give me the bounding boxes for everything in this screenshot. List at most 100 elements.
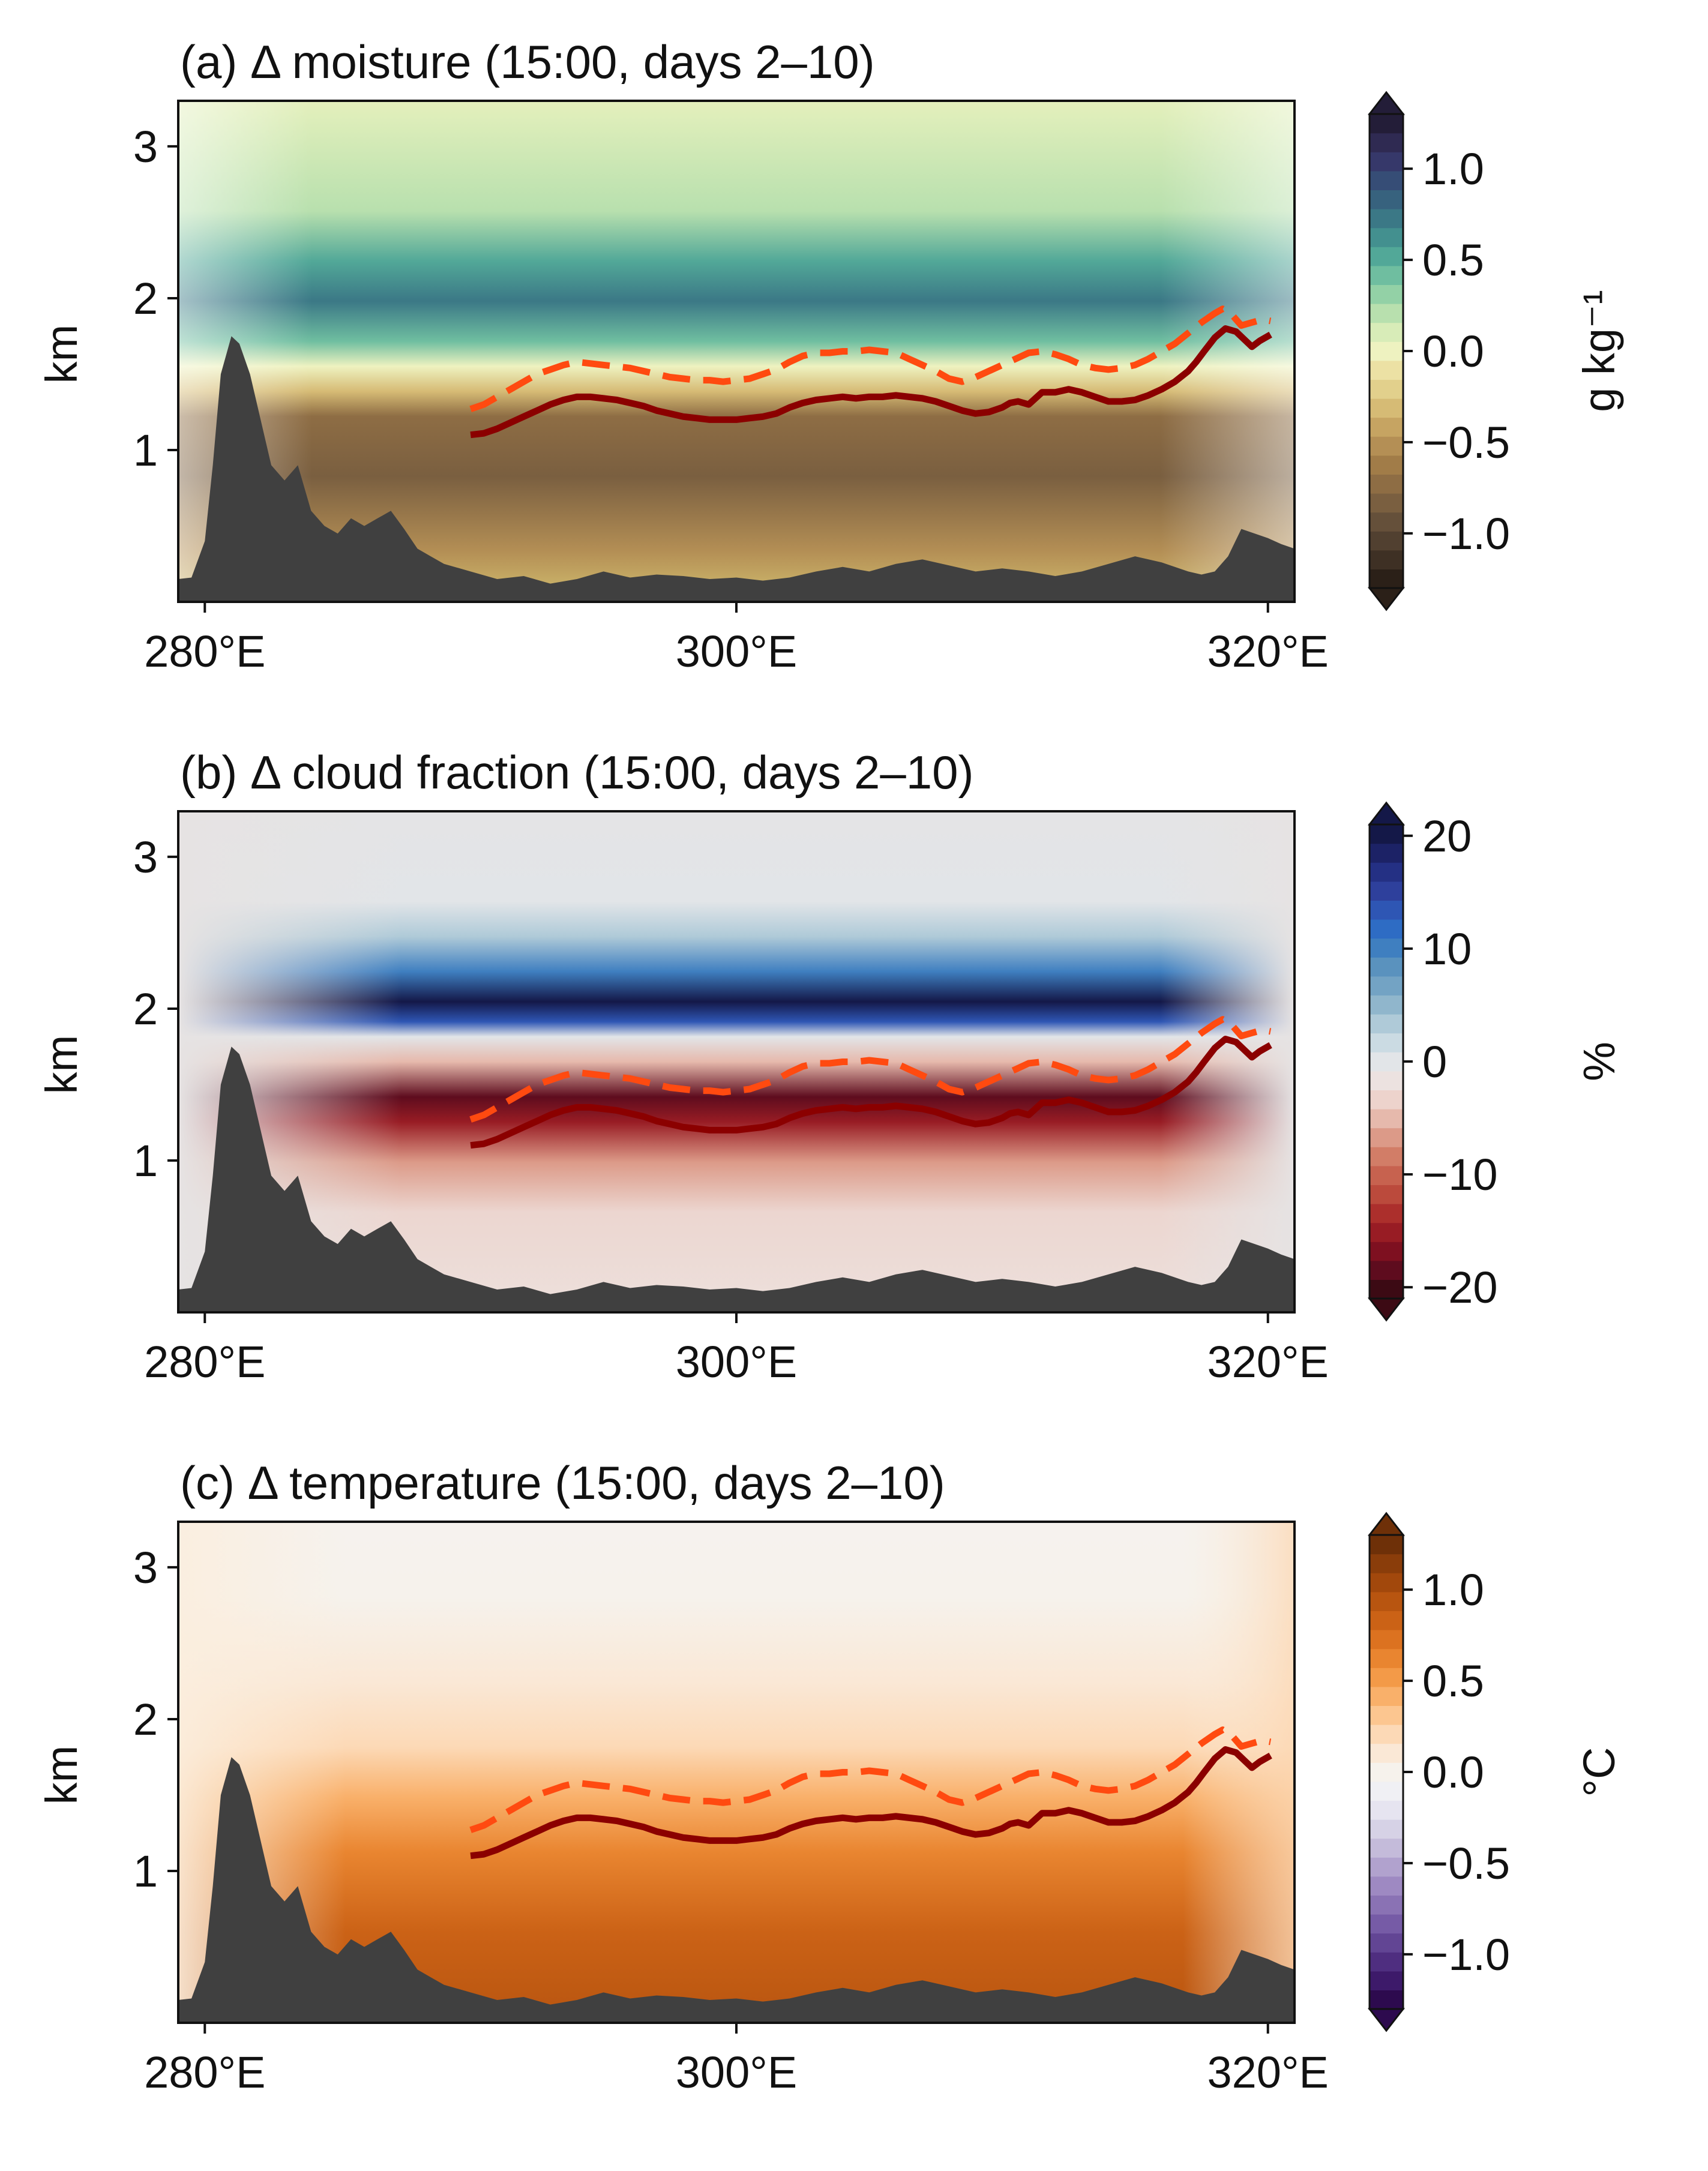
colorbar-tick-label: 0.5 (1422, 235, 1484, 285)
colorbar-swatch (1370, 247, 1403, 266)
colorbar-swatch (1370, 1668, 1403, 1687)
panel-temperature: (c) Δ temperature (15:00, days 2–10) 280… (37, 1456, 1624, 2097)
cloud-field-edge (178, 811, 1295, 1312)
colorbar-tick-label: −20 (1422, 1263, 1498, 1312)
colorbar-swatch (1370, 938, 1403, 958)
colorbar-swatch (1370, 1165, 1403, 1185)
panel-b-title: (b) Δ cloud fraction (15:00, days 2–10) (180, 746, 974, 799)
colorbar-swatch (1370, 227, 1403, 247)
y-axis: 1 2 3 (133, 832, 178, 1186)
y-tick-label: 1 (133, 1136, 158, 1186)
colorbar-swatch (1370, 512, 1403, 532)
colorbar-swatch (1370, 417, 1403, 437)
colorbar-swatch (1370, 1052, 1403, 1072)
colorbar-swatch (1370, 1128, 1403, 1147)
colorbar-swatch (1370, 304, 1403, 323)
colorbar-tick-label: −10 (1422, 1150, 1498, 1200)
colorbar-swatch (1370, 455, 1403, 475)
colorbar-swatch (1370, 1686, 1403, 1706)
colorbar-swatch (1370, 1554, 1403, 1573)
colorbar-tick-label: −1.0 (1422, 1930, 1510, 1980)
x-tick-label: 300°E (676, 626, 797, 676)
colorbar-swatch (1370, 436, 1403, 456)
colorbar-swatch (1370, 152, 1403, 172)
colorbar-swatch (1370, 341, 1403, 361)
colorbar-swatch (1370, 322, 1403, 342)
y-axis: 1 2 3 (133, 1543, 178, 1896)
colorbar-swatch (1370, 1838, 1403, 1858)
colorbar-swatch (1370, 1914, 1403, 1934)
colorbar-tick-label: 1.0 (1422, 1565, 1484, 1615)
moisture-field-edge (178, 101, 1295, 602)
colorbar-swatch (1370, 1648, 1403, 1668)
colorbar-swatch (1370, 995, 1403, 1015)
colorbar-tick-label: 10 (1422, 924, 1472, 974)
colorbar-swatch (1370, 209, 1403, 229)
colorbar-swatch (1370, 569, 1403, 589)
x-tick-label: 320°E (1207, 2047, 1329, 2097)
x-tick-label: 280°E (144, 1337, 265, 1387)
y-tick-label: 2 (133, 1695, 158, 1744)
x-tick-label: 280°E (144, 2047, 265, 2097)
y-tick-label: 2 (133, 274, 158, 323)
colorbar-swatch (1370, 862, 1403, 882)
colorbar: −1.0 −0.5 0.0 0.5 1.0 °C (1367, 1512, 1624, 2032)
colorbar-extend-min (1367, 2008, 1406, 2032)
colorbar: −20 −10 0 10 20% (1367, 801, 1624, 1322)
colorbar-swatch (1370, 1260, 1403, 1280)
solid-dark-red-line (470, 325, 1272, 439)
terrain (178, 1757, 1295, 2023)
colorbar-label: °C (1574, 1747, 1624, 1797)
colorbar-swatch (1370, 1895, 1403, 1915)
colorbar-tick-label: −0.5 (1422, 1839, 1510, 1888)
colorbar-swatch (1370, 1743, 1403, 1763)
y-tick-label: 1 (133, 1846, 158, 1896)
panel-a-title: (a) Δ moisture (15:00, days 2–10) (180, 35, 875, 88)
colorbar-swatch (1370, 398, 1403, 418)
colorbar-swatch (1370, 1952, 1403, 1972)
x-tick-label: 320°E (1207, 1337, 1329, 1387)
colorbar-swatch (1370, 1242, 1403, 1261)
colorbar-swatch (1370, 114, 1403, 134)
y-axis-label: km (37, 1035, 86, 1095)
temperature-field-edge (178, 1522, 1295, 2023)
y-tick-label: 1 (133, 425, 158, 475)
colorbar-swatch (1370, 1819, 1403, 1839)
y-axis: 1 2 3 (133, 122, 178, 475)
colorbar-swatch (1370, 1762, 1403, 1782)
colorbar-swatch (1370, 1109, 1403, 1129)
colorbar-swatch (1370, 1781, 1403, 1801)
colorbar-swatch (1370, 1279, 1403, 1299)
x-tick-label: 300°E (676, 2047, 797, 2097)
colorbar-tick-label: 0.0 (1422, 326, 1484, 376)
colorbar-tick-label: 0 (1422, 1037, 1447, 1087)
panel-c-title: (c) Δ temperature (15:00, days 2–10) (180, 1456, 945, 1509)
colorbar-tick-label: 0.0 (1422, 1747, 1484, 1797)
x-tick-label: 280°E (144, 626, 265, 676)
solid-dark-red-line (470, 1746, 1272, 1860)
colorbar-swatch (1370, 1725, 1403, 1744)
x-axis: 280°E 300°E 320°E (144, 2023, 1329, 2097)
colorbar-swatch (1370, 919, 1403, 939)
terrain (178, 1046, 1295, 1312)
colorbar-extend-max (1367, 1512, 1406, 1536)
colorbar-swatch (1370, 1933, 1403, 1953)
x-tick-label: 320°E (1207, 626, 1329, 676)
dashed-orange-line (469, 1726, 1272, 1833)
panel-cloud-fraction: (b) Δ cloud fraction (15:00, days 2–10) … (37, 746, 1624, 1387)
colorbar-swatch (1370, 1090, 1403, 1110)
dashed-orange-line (469, 1016, 1272, 1123)
colorbar-tick-label: 1.0 (1422, 144, 1484, 194)
colorbar-swatch (1370, 1705, 1403, 1725)
colorbar-swatch (1370, 957, 1403, 977)
colorbar-swatch (1370, 1204, 1403, 1224)
colorbar-swatch (1370, 1014, 1403, 1034)
colorbar-swatch (1370, 531, 1403, 551)
colorbar-extend-min (1367, 1297, 1406, 1322)
colorbar-swatch (1370, 1147, 1403, 1167)
x-tick-label: 300°E (676, 1337, 797, 1387)
colorbar-swatch (1370, 190, 1403, 209)
colorbar-swatch (1370, 824, 1403, 844)
colorbar-swatch (1370, 550, 1403, 569)
colorbar-swatch (1370, 474, 1403, 494)
